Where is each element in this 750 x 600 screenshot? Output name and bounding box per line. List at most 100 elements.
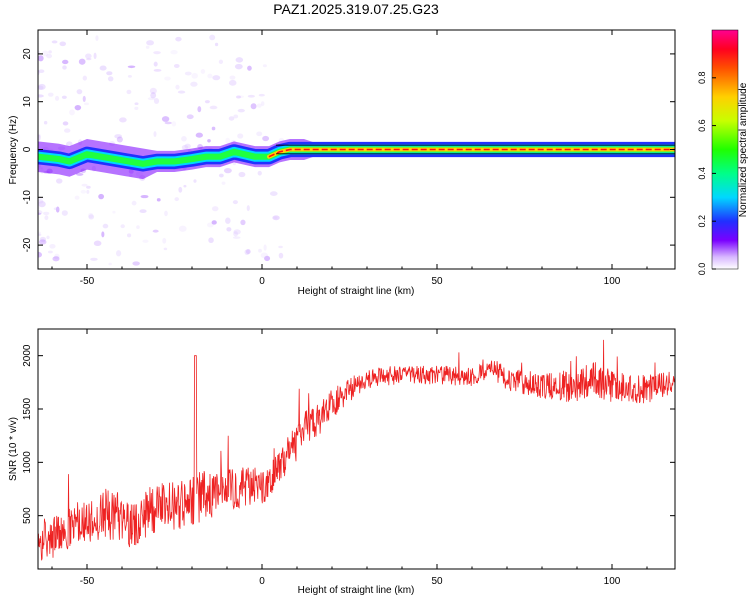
spectral-speckle	[46, 235, 50, 240]
spectral-speckle	[126, 89, 132, 95]
spectral-speckle	[170, 50, 178, 55]
spectral-speckle	[74, 104, 82, 111]
spectral-speckle	[197, 106, 202, 113]
spectral-speckle	[175, 36, 182, 42]
spectral-speckle	[112, 210, 116, 214]
spectral-speckle	[238, 171, 246, 178]
spectral-speckle	[260, 101, 265, 107]
spectral-speckle	[47, 250, 53, 254]
spectral-speckle	[221, 181, 226, 185]
spectrogram-x-tick-label: 100	[604, 276, 621, 287]
spectral-speckle	[83, 102, 89, 106]
spectral-speckle	[256, 131, 263, 137]
spectral-speckle	[183, 184, 187, 188]
spectral-speckle	[80, 189, 87, 194]
spectral-speckle	[93, 240, 102, 247]
spectral-speckle	[116, 136, 123, 143]
spectral-speckle	[234, 63, 243, 70]
spectral-speckle	[59, 41, 67, 47]
spectrogram-x-axis: -50 0 50 100	[51, 30, 648, 287]
spectral-speckle	[127, 75, 132, 78]
spectral-speckle	[66, 141, 73, 147]
spectral-speckle	[153, 131, 157, 137]
spectral-speckle	[278, 245, 283, 249]
spectral-speckle	[223, 167, 232, 174]
spectral-speckle	[235, 57, 244, 63]
spectral-speckle	[233, 229, 241, 235]
spectral-speckle	[107, 76, 114, 82]
spectral-speckle	[164, 121, 172, 125]
spectral-speckle	[54, 95, 60, 101]
spectral-speckle	[44, 215, 49, 221]
spectral-speckle	[131, 200, 137, 206]
spectral-speckle	[225, 137, 231, 144]
spectral-speckle	[207, 139, 211, 143]
spectral-speckle	[38, 212, 42, 216]
colorbar-gradient	[711, 29, 739, 270]
spectral-speckle	[82, 75, 87, 81]
colorbar-tick-label: 0.0	[697, 263, 707, 276]
spectral-speckle	[145, 45, 150, 49]
spectral-speckle	[263, 244, 267, 251]
spectral-speckle	[171, 121, 177, 127]
spectral-speckle	[134, 102, 139, 106]
colorbar-label: Normalized spectral amplitude	[738, 82, 749, 217]
spectral-speckle	[69, 109, 75, 116]
spectral-speckle	[245, 249, 251, 255]
colorbar-tick-label: 0.6	[697, 119, 707, 132]
spectral-speckle	[212, 75, 221, 81]
spectral-speckle	[102, 223, 109, 229]
spectral-speckle	[88, 214, 95, 220]
spectral-speckle	[273, 216, 278, 219]
spectral-speckle	[184, 143, 191, 149]
spectral-speckle	[153, 51, 161, 55]
spectral-speckle	[142, 239, 149, 243]
spectral-speckle	[153, 98, 160, 104]
spectral-speckle	[153, 61, 158, 67]
spectral-speckle	[38, 201, 46, 208]
spectral-speckle	[191, 72, 198, 79]
spectral-speckle	[225, 217, 231, 224]
spectral-speckle	[240, 219, 246, 226]
spectral-speckle	[139, 209, 147, 213]
spectral-speckle	[101, 231, 105, 238]
spectral-speckle	[181, 145, 189, 150]
spectral-speckle	[53, 207, 59, 210]
spectrogram-y-tick-label: 0	[22, 146, 33, 152]
spectral-speckle	[62, 59, 69, 65]
spectral-speckle	[200, 68, 206, 74]
spectral-speckle	[207, 73, 213, 79]
spectral-speckle	[61, 95, 67, 99]
spectrogram-x-tick-label: -50	[80, 276, 95, 287]
spectral-speckle	[269, 191, 278, 196]
spectral-speckle	[76, 89, 83, 95]
colorbar-ticks: 0.0 0.2 0.4 0.6 0.8	[697, 72, 716, 276]
snr-y-axis: 500 1000 1500 2000	[22, 344, 675, 524]
spectral-speckle	[54, 253, 60, 260]
spectral-speckle	[46, 53, 53, 59]
spectral-speckle	[214, 42, 219, 47]
spectral-speckle	[232, 236, 241, 239]
spectral-speckle	[62, 65, 67, 70]
spectral-speckle	[120, 224, 125, 229]
spectral-speckle	[153, 68, 162, 72]
spectral-speckle	[236, 95, 241, 99]
spectral-speckle	[134, 106, 139, 110]
spectrogram-y-tick-label: -20	[22, 237, 33, 252]
snr-series-line	[38, 339, 675, 561]
spectral-speckle	[38, 94, 44, 98]
spectral-speckle	[257, 170, 262, 176]
spectral-speckle	[260, 252, 268, 259]
spectral-speckle	[38, 233, 42, 237]
snr-x-label: Height of straight line (km)	[298, 585, 415, 596]
spectral-speckle	[272, 215, 280, 221]
spectral-speckle	[256, 103, 262, 108]
colorbar-tick-label: 0.8	[697, 72, 707, 85]
spectral-speckle	[218, 173, 224, 178]
spectral-speckle	[150, 92, 157, 99]
spectral-speckle	[228, 116, 235, 121]
spectral-speckle	[258, 248, 262, 253]
spectral-speckle	[181, 136, 187, 142]
colorbar: 0.0 0.2 0.4 0.6 0.8 Normalized spectral ampl…	[697, 29, 749, 276]
snr-y-tick-label: 2000	[22, 344, 33, 367]
